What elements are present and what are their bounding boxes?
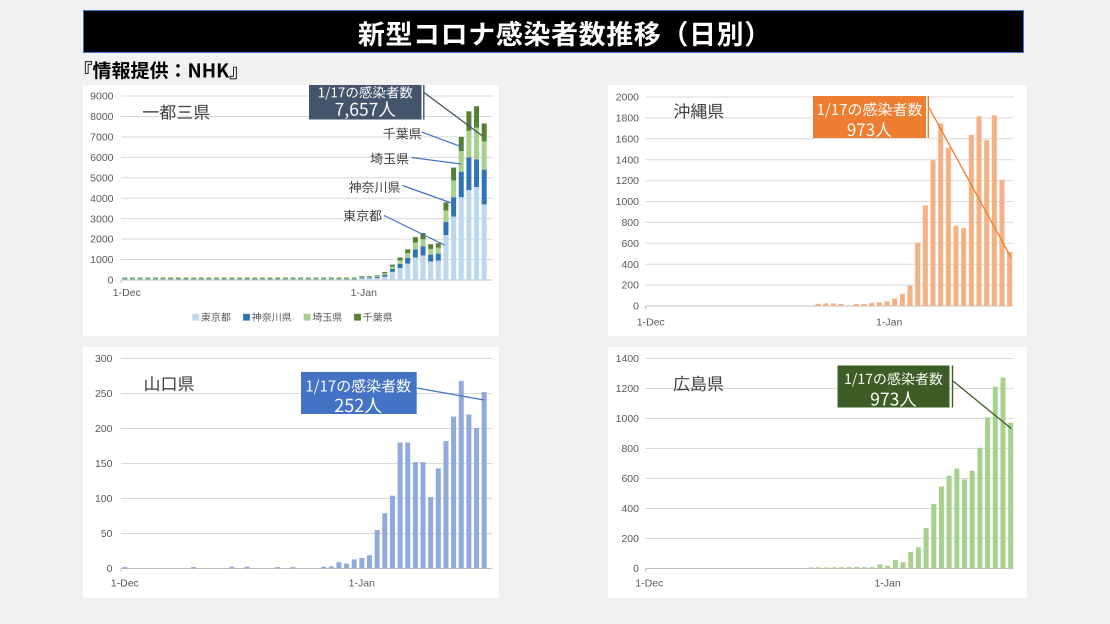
svg-text:9000: 9000 (90, 91, 114, 103)
svg-text:800: 800 (621, 443, 639, 455)
svg-text:250: 250 (95, 388, 113, 400)
svg-text:50: 50 (101, 528, 113, 540)
svg-text:1000: 1000 (616, 196, 640, 208)
svg-text:300: 300 (95, 353, 113, 365)
svg-text:1-Dec: 1-Dec (113, 287, 141, 299)
svg-text:200: 200 (621, 280, 639, 292)
svg-text:0: 0 (633, 563, 639, 575)
svg-text:7000: 7000 (90, 131, 114, 143)
svg-text:1400: 1400 (616, 353, 640, 365)
svg-text:0: 0 (633, 301, 639, 313)
svg-text:1000: 1000 (90, 254, 114, 266)
svg-text:5000: 5000 (90, 172, 114, 184)
svg-text:1600: 1600 (616, 133, 640, 145)
svg-text:1800: 1800 (616, 113, 640, 125)
svg-text:1-Jan: 1-Jan (349, 578, 375, 590)
svg-text:1000: 1000 (616, 413, 640, 425)
svg-text:200: 200 (95, 423, 113, 435)
svg-text:1-Dec: 1-Dec (111, 578, 139, 590)
svg-text:0: 0 (108, 275, 114, 287)
svg-text:400: 400 (621, 503, 639, 515)
svg-text:6000: 6000 (90, 152, 114, 164)
svg-text:1-Dec: 1-Dec (635, 578, 663, 590)
svg-text:1200: 1200 (616, 175, 640, 187)
svg-text:100: 100 (95, 493, 113, 505)
svg-text:8000: 8000 (90, 111, 114, 123)
svg-text:600: 600 (621, 238, 639, 250)
svg-text:2000: 2000 (90, 234, 114, 246)
svg-text:200: 200 (621, 533, 639, 545)
svg-text:1-Jan: 1-Jan (876, 317, 902, 329)
svg-text:1-Jan: 1-Jan (351, 287, 377, 299)
svg-text:800: 800 (621, 217, 639, 229)
svg-text:150: 150 (95, 458, 113, 470)
svg-text:2000: 2000 (616, 92, 640, 104)
svg-text:400: 400 (621, 259, 639, 271)
svg-text:4000: 4000 (90, 193, 114, 205)
svg-text:1400: 1400 (616, 154, 640, 166)
svg-text:1-Dec: 1-Dec (637, 317, 665, 329)
svg-text:1-Jan: 1-Jan (874, 578, 900, 590)
svg-text:0: 0 (107, 563, 113, 575)
svg-text:1200: 1200 (616, 383, 640, 395)
svg-text:3000: 3000 (90, 213, 114, 225)
svg-text:600: 600 (621, 473, 639, 485)
